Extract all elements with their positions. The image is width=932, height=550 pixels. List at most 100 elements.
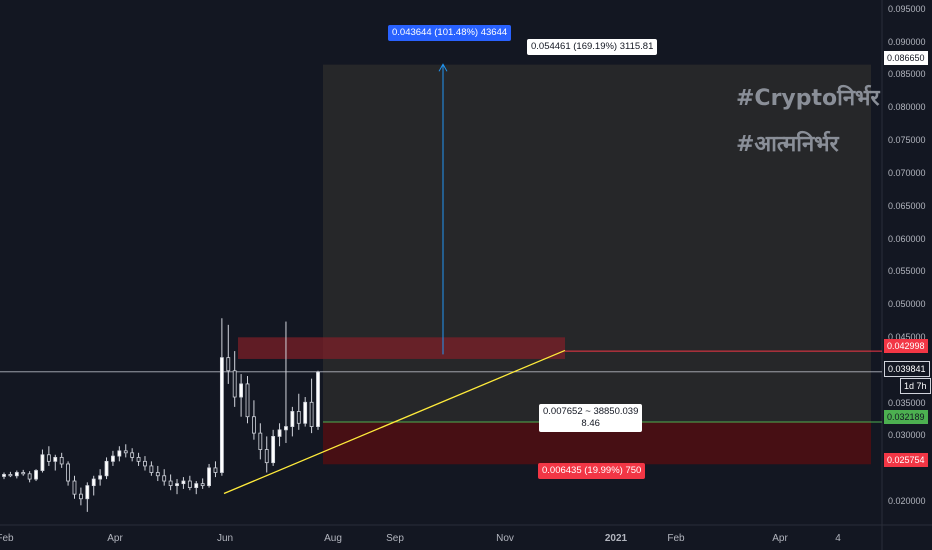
candle-body <box>14 472 19 477</box>
candle-body <box>271 436 276 464</box>
candle-body <box>316 371 320 427</box>
candle-body <box>232 370 237 398</box>
candle-body <box>239 383 244 398</box>
candle-body <box>117 450 122 457</box>
candle-body <box>162 475 167 482</box>
candle-body <box>168 480 173 487</box>
candle <box>21 469 26 476</box>
candle-body <box>123 450 128 454</box>
candle-body <box>309 401 314 427</box>
candle <box>98 469 103 486</box>
risk-reward-ratio: 8.46 <box>581 418 600 429</box>
stop-loss-label: 0.006435 (19.99%) 750 <box>538 463 646 479</box>
time-tick-label: 2021 <box>604 533 628 544</box>
candle <box>136 452 141 466</box>
time-tick-label: Apr <box>107 533 123 544</box>
candle-body <box>91 478 96 487</box>
candle <box>149 461 154 476</box>
candle <box>155 465 160 482</box>
candle <box>187 475 192 491</box>
candle <box>194 481 199 495</box>
candle-body <box>181 480 186 485</box>
candle <box>309 378 314 434</box>
candle-body <box>136 457 141 462</box>
candle <box>59 452 64 468</box>
price-tick-label: 0.065000 <box>888 200 926 211</box>
time-tick-label: Jun <box>216 533 234 544</box>
candle <box>175 479 179 495</box>
candle <box>168 474 173 491</box>
candle <box>8 471 13 478</box>
candle <box>111 450 115 466</box>
price-tick-label: 0.080000 <box>888 102 926 113</box>
candle-body <box>27 473 32 480</box>
entry-price-tag: 0.032189 <box>884 410 928 424</box>
candle-body <box>72 480 77 495</box>
rising-trendline <box>223 349 566 495</box>
watermark-line-2: #आत्मनिर्भर <box>736 132 839 157</box>
price-tick-label: 0.055000 <box>888 266 926 277</box>
price-tick-label: 0.050000 <box>888 299 926 310</box>
candle <box>200 478 205 489</box>
candle <box>181 477 186 489</box>
candle <box>245 376 250 424</box>
candle-body <box>213 467 218 473</box>
candle <box>40 449 45 473</box>
candle <box>104 457 109 480</box>
candle <box>34 469 38 482</box>
candle-body <box>207 467 211 487</box>
candle <box>130 448 135 462</box>
candle-body <box>187 480 192 488</box>
candle-body <box>219 357 224 473</box>
candle <box>85 482 90 512</box>
price-tick-label: 0.075000 <box>888 135 926 146</box>
candle <box>72 475 77 499</box>
candle-body <box>21 472 26 475</box>
candle <box>14 470 19 479</box>
candle <box>290 406 295 437</box>
candle-body <box>264 449 269 464</box>
candle <box>162 469 167 486</box>
time-tick-label: Sep <box>386 533 404 544</box>
time-tick-label: Feb <box>0 533 14 544</box>
price-tick-label: 0.045000 <box>888 331 926 342</box>
time-tick-label: Aug <box>324 533 342 544</box>
candle-body <box>258 432 263 450</box>
candle-body <box>143 460 147 467</box>
resistance-price-tag: 0.042998 <box>884 339 928 353</box>
candle <box>303 397 308 427</box>
target-label: 0.054461 (169.19%) 3115.81 <box>527 39 658 55</box>
candle <box>316 370 320 430</box>
candle <box>78 487 83 506</box>
candle-body <box>303 401 308 424</box>
price-tick-label: 0.030000 <box>888 430 926 441</box>
candle-body <box>111 455 115 462</box>
time-tick-label: 4 <box>835 533 841 544</box>
move-arrow-head <box>438 63 448 72</box>
candle <box>53 454 58 471</box>
candle-body <box>46 454 51 462</box>
time-tick-label: Feb <box>667 533 685 544</box>
candle <box>258 423 263 460</box>
candle-body <box>277 429 282 437</box>
candle-body <box>296 411 301 424</box>
candle <box>232 351 237 407</box>
candle-body <box>8 474 13 477</box>
candle <box>296 393 301 430</box>
watermark-line-1: #Cryptoनिर्भर <box>736 86 880 111</box>
candle-body <box>200 483 205 487</box>
candle-body <box>284 426 288 431</box>
candle <box>66 461 70 486</box>
candle <box>226 324 231 384</box>
time-tick-label: Nov <box>496 533 514 544</box>
target-zone <box>323 64 871 423</box>
candle-body <box>2 474 6 477</box>
price-move-label: 0.043644 (101.48%) 43644 <box>388 25 512 41</box>
candle-body <box>290 411 295 427</box>
candle <box>2 472 6 480</box>
resistance-zone <box>238 337 565 359</box>
price-tick-label: 0.060000 <box>888 233 926 244</box>
price-tick-label: 0.095000 <box>888 3 926 14</box>
candle-body <box>59 457 64 465</box>
